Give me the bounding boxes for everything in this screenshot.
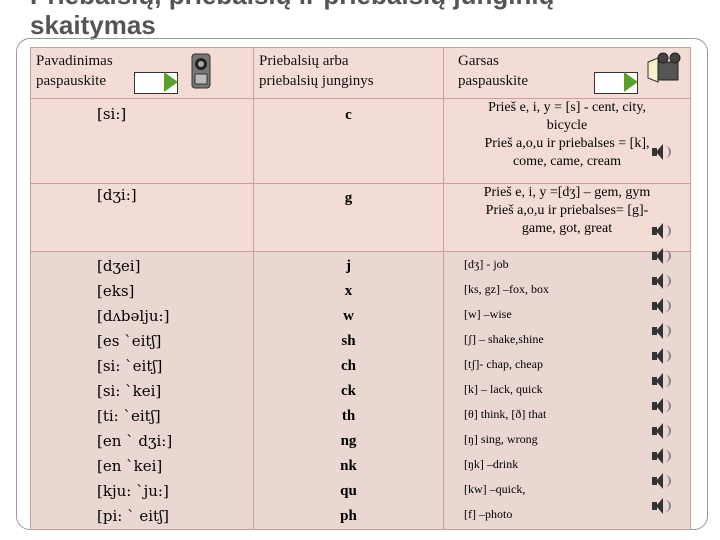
name-cell: [dʒi:] xyxy=(30,183,254,252)
letter: j xyxy=(346,258,351,274)
table-header-row: Pavadinimas paspauskite Priebalsių arba … xyxy=(30,47,691,99)
letter: ng xyxy=(340,433,357,449)
header-letters: Priebalsių arba priebalsių junginys xyxy=(253,47,444,99)
header-sound-line2: paspauskite xyxy=(458,73,528,89)
pronunciation: [pi: ` eitʃ] xyxy=(97,507,169,525)
pronunciation: [kju: `ju:] xyxy=(97,482,169,500)
pronunciation: [si: `eitʃ] xyxy=(97,357,163,375)
consonant-table: Pavadinimas paspauskite Priebalsių arba … xyxy=(30,47,691,530)
rule-line: Prieš a,o,u ir priebalses= [g]- xyxy=(485,203,649,218)
video-camera-icon[interactable] xyxy=(186,50,220,92)
pronunciation: [si:] xyxy=(97,105,127,123)
rule-cell: Prieš e, i, y =[dʒ] – gem, gym Prieš a,o… xyxy=(443,183,691,252)
example-text: [ʃ] – shake,shine xyxy=(464,332,544,346)
example-text: [w] –wise xyxy=(464,307,512,321)
example-text: [ŋk] –drink xyxy=(464,457,519,471)
example-list-cell: [dʒ] - job [ks, gz] –fox, box [w] –wise [ʃ]… xyxy=(443,251,691,530)
letter: ck xyxy=(341,383,356,399)
speaker-icon[interactable] xyxy=(650,497,671,515)
letter: ch xyxy=(341,358,356,374)
example-text: [kw] –quick, xyxy=(464,482,526,496)
letter: ph xyxy=(340,508,357,524)
letter: g xyxy=(344,190,353,206)
pronunciation: [dʒei] xyxy=(97,257,141,275)
name-list-cell: [dʒei] [eks] [dʌbəlju:] [es `eitʃ] [si: `eit… xyxy=(30,251,254,530)
rule-line: Prieš e, i, y = [s] - cent, city, xyxy=(488,100,646,115)
example-text: [ks, gz] –fox, box xyxy=(464,282,549,296)
play-arrow-button[interactable] xyxy=(594,72,638,94)
table-row: [dʒi:] g Prieš e, i, y =[dʒ] – gem, gym … xyxy=(30,183,691,252)
rule-line: come, came, cream xyxy=(512,154,622,169)
title-line-1: Priebalsių, priebalsių ir priebalsių jun… xyxy=(30,0,554,10)
letter: qu xyxy=(340,483,357,499)
letter-cell: g xyxy=(253,183,444,252)
letter: x xyxy=(344,283,353,299)
example-text: [dʒ] - job xyxy=(464,257,509,271)
speaker-icon[interactable] xyxy=(650,143,671,161)
pronunciation: [es `eitʃ] xyxy=(97,332,162,350)
header-sound-line1: Garsas xyxy=(458,53,499,69)
pronunciation: [dʌbəlju:] xyxy=(97,307,170,325)
name-cell: [si:] xyxy=(30,98,254,184)
rule-line: Prieš e, i, y =[dʒ] – gem, gym xyxy=(483,185,651,200)
letter: th xyxy=(341,408,356,424)
table-row-block: [dʒei] [eks] [dʌbəlju:] [es `eitʃ] [si: `eit… xyxy=(30,251,691,530)
header-name-line1: Pavadinimas xyxy=(36,53,113,69)
speaker-icon[interactable] xyxy=(650,447,671,465)
example-text: [tʃ]- chap, cheap xyxy=(464,357,543,371)
pronunciation: [dʒi:] xyxy=(97,186,137,204)
example-text: [k] – lack, quick xyxy=(464,382,543,396)
pronunciation: [si: `kei] xyxy=(97,382,162,400)
header-letters-line1: Priebalsių arba xyxy=(259,53,349,69)
letter-list-cell: j x w sh ch ck th ng nk qu ph xyxy=(253,251,444,530)
rule-line: bicycle xyxy=(546,118,588,133)
rule-line: Prieš a,o,u ir priebalses = [k], xyxy=(484,136,650,151)
speaker-icon[interactable] xyxy=(650,397,671,415)
rule-cell: Prieš e, i, y = [s] - cent, city, bicycl… xyxy=(443,98,691,184)
speaker-icon[interactable] xyxy=(650,372,671,390)
page-title: Priebalsių, priebalsių ir priebalsių jun… xyxy=(30,0,554,40)
pronunciation: [en ` dʒi:] xyxy=(97,432,173,450)
header-letters-line2: priebalsių junginys xyxy=(259,73,374,89)
speaker-icon[interactable] xyxy=(650,472,671,490)
play-arrow-button[interactable] xyxy=(134,72,178,94)
speaker-icon[interactable] xyxy=(650,297,671,315)
pronunciation: [eks] xyxy=(97,282,135,300)
example-text: [ŋ] sing, wrong xyxy=(464,432,538,446)
header-sound: Garsas paspauskite xyxy=(443,47,691,99)
speaker-icon[interactable] xyxy=(650,272,671,290)
speaker-icon[interactable] xyxy=(650,247,671,265)
letter: w xyxy=(343,308,354,324)
letter: c xyxy=(345,107,352,123)
pronunciation: [ti: `eitʃ] xyxy=(97,407,161,425)
slide-frame xyxy=(16,38,708,530)
speaker-icon[interactable] xyxy=(650,347,671,365)
table-row: [si:] c Prieš e, i, y = [s] - cent, city… xyxy=(30,98,691,184)
film-projector-icon[interactable] xyxy=(646,52,686,88)
title-line-2: skaitymas xyxy=(30,10,156,40)
letter-cell: c xyxy=(253,98,444,184)
speaker-icon[interactable] xyxy=(650,322,671,340)
example-text: [f] –photo xyxy=(464,507,513,521)
letter: nk xyxy=(340,458,357,474)
pronunciation: [en `kei] xyxy=(97,457,163,475)
rule-line: game, got, great xyxy=(521,221,613,236)
speaker-icon[interactable] xyxy=(650,422,671,440)
example-text: [θ] think, [ð] that xyxy=(464,407,547,421)
header-name-line2: paspauskite xyxy=(36,73,106,89)
letter: sh xyxy=(341,333,356,349)
speaker-icon[interactable] xyxy=(650,222,671,240)
